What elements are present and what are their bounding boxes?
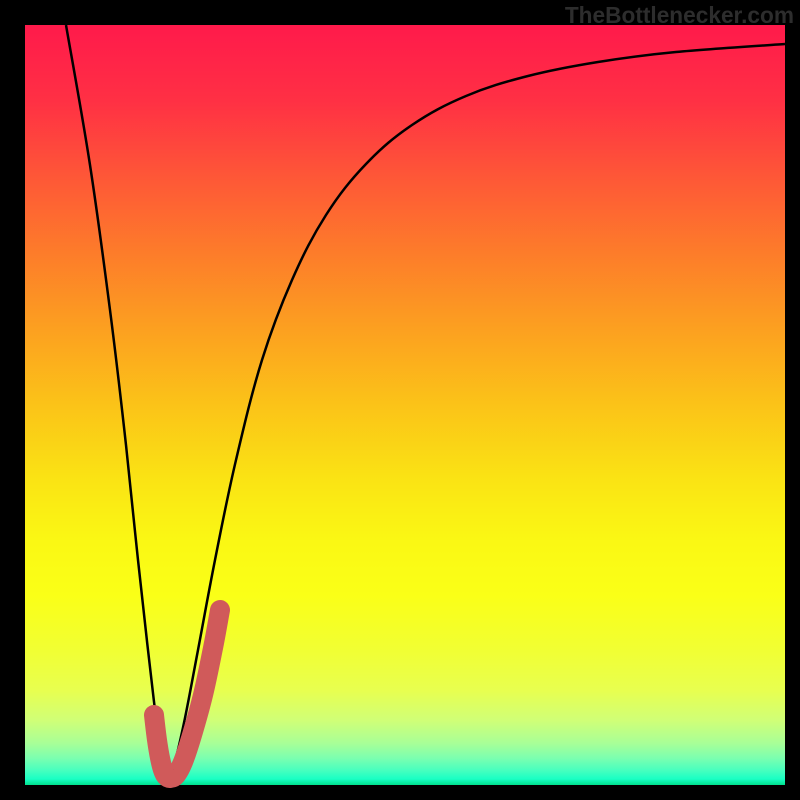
- heat-gradient: [25, 25, 785, 785]
- chart-container: TheBottlenecker.com: [0, 0, 800, 800]
- watermark: TheBottlenecker.com: [565, 2, 794, 29]
